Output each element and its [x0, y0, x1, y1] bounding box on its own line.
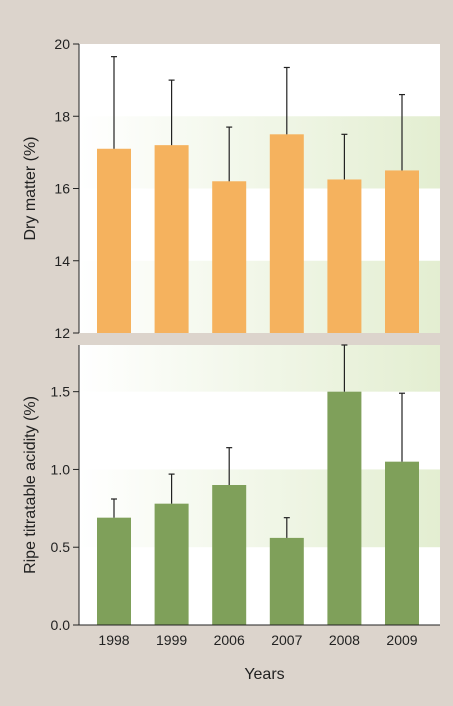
bar-2006 [212, 181, 247, 333]
y-tick-label: 0.5 [51, 539, 71, 555]
x-tick-label: 2007 [271, 632, 302, 648]
bar-2008 [327, 391, 362, 625]
bar-1999 [154, 503, 189, 625]
y-tick-label: 18 [54, 108, 70, 124]
y-tick-label: 12 [54, 325, 70, 341]
y-tick-label: 14 [54, 253, 70, 269]
acidity-panel: 0.0 0.5 1.0 1.5 Ripe titratable acidity (%) 1… [22, 344, 440, 683]
bar-1998 [97, 148, 131, 333]
bar-1999 [154, 145, 189, 333]
x-tick-label: 1998 [98, 632, 129, 648]
background-band [79, 469, 440, 548]
y-tick-label: 0.0 [51, 617, 71, 633]
background-band [79, 260, 440, 333]
bar-2007 [269, 134, 304, 333]
y-tick-label: 1.0 [51, 461, 71, 477]
y-axis-title: Dry matter (%) [22, 137, 39, 241]
y-axis-title: Ripe titratable acidity (%) [22, 396, 39, 574]
bar-2006 [212, 485, 247, 625]
bar-2007 [269, 537, 304, 625]
bar-2008 [327, 179, 362, 333]
x-tick-label: 2009 [386, 632, 417, 648]
bar-2009 [385, 461, 419, 625]
y-tick-label: 1.5 [51, 384, 71, 400]
bar-1998 [97, 517, 131, 625]
x-tick-label: 2008 [329, 632, 360, 648]
x-tick-label: 2006 [214, 632, 245, 648]
bar-2009 [385, 170, 419, 333]
y-tick-label: 20 [54, 36, 70, 52]
x-tick-label: 1999 [156, 632, 187, 648]
background-band [79, 345, 440, 392]
background-band [79, 116, 440, 189]
x-axis-title: Years [244, 666, 284, 683]
dry-matter-panel: 12 14 16 18 20 Dry matter (%) [22, 36, 440, 341]
y-tick-label: 16 [54, 181, 70, 197]
